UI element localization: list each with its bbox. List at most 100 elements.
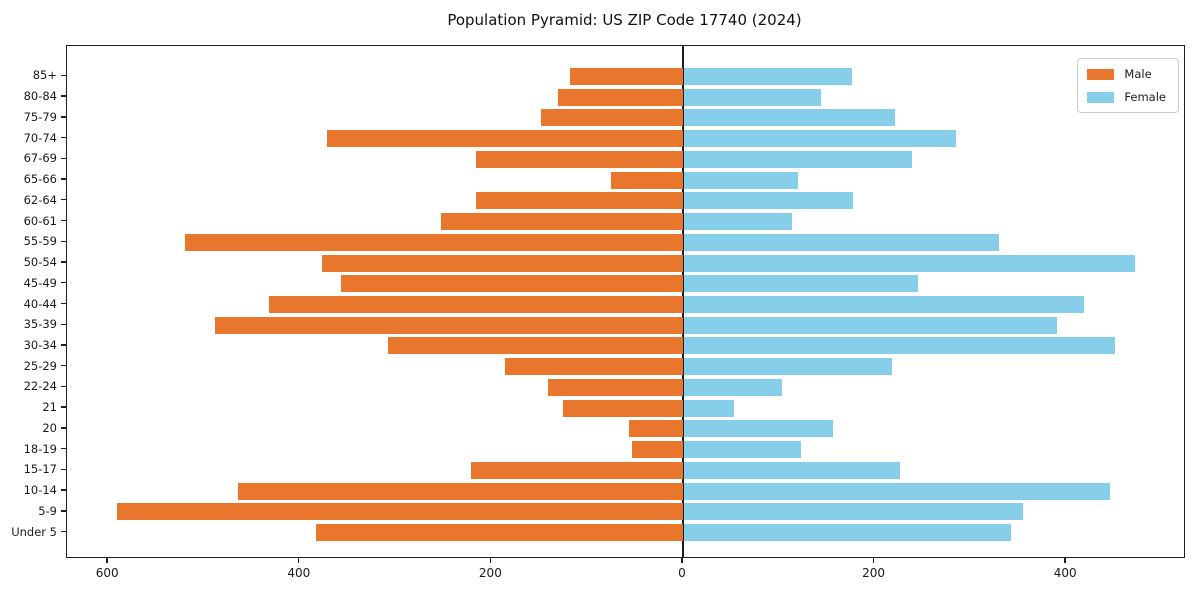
female-bar-45-49 <box>683 275 919 293</box>
female-bar-40-44 <box>683 296 1085 313</box>
female-bar-62-64 <box>683 192 854 210</box>
male-bar-35-39 <box>214 316 683 334</box>
male-bar-Under 5 <box>316 524 683 542</box>
y-tick-label: 65-66 <box>23 172 57 187</box>
x-axis-tick <box>106 558 108 563</box>
y-tick-label: 21 <box>42 400 57 415</box>
y-axis-tick <box>61 427 66 429</box>
legend-item-male: Male <box>1087 67 1166 81</box>
y-tick-label: 85+ <box>32 68 57 83</box>
y-axis-tick <box>61 385 66 388</box>
male-bar-60-61 <box>440 213 683 231</box>
y-tick-label: 20 <box>42 420 57 435</box>
female-bar-15-17 <box>683 461 901 479</box>
male-bar-30-34 <box>387 337 683 355</box>
female-bar-5-9 <box>683 503 1023 521</box>
female-bar-60-61 <box>683 213 792 231</box>
y-tick-label: 50-54 <box>23 255 57 270</box>
y-tick-label: 70-74 <box>23 130 57 145</box>
female-bar-55-59 <box>683 233 999 251</box>
female-bar-10-14 <box>683 482 1111 500</box>
male-bar-40-44 <box>269 296 683 313</box>
x-tick-label: 600 <box>95 566 119 580</box>
x-tick-label: 400 <box>287 566 311 580</box>
y-axis-tick <box>61 302 66 305</box>
female-bar-75-79 <box>683 109 896 127</box>
female-bar-50-54 <box>683 254 1135 272</box>
y-tick-label: 15-17 <box>23 462 57 477</box>
male-bar-5-9 <box>116 503 683 521</box>
y-tick-label: 10-14 <box>23 483 57 498</box>
y-tick-label: 55-59 <box>23 234 57 249</box>
male-bar-15-17 <box>471 461 683 479</box>
y-axis-tick <box>61 261 66 263</box>
y-axis-tick <box>61 468 66 471</box>
male-bar-55-59 <box>184 233 683 251</box>
y-tick-label: 40-44 <box>23 296 57 311</box>
y-axis-tick <box>61 344 66 346</box>
y-tick-label: Under 5 <box>11 524 57 539</box>
y-tick-label: 75-79 <box>23 109 57 124</box>
y-tick-label: 25-29 <box>23 358 57 373</box>
male-bar-50-54 <box>321 254 683 272</box>
chart-title: Population Pyramid: US ZIP Code 17740 (2… <box>447 11 802 29</box>
y-axis-tick <box>61 199 66 201</box>
female-bar-25-29 <box>683 358 892 376</box>
y-axis-tick <box>61 530 66 533</box>
female-bar-20 <box>683 420 834 438</box>
y-tick-label: 80-84 <box>23 89 57 104</box>
y-tick-label: 60-61 <box>23 213 57 228</box>
female-swatch-icon <box>1087 91 1115 103</box>
male-bar-20 <box>629 420 683 438</box>
female-bar-30-34 <box>683 337 1115 355</box>
female-bar-80-84 <box>683 88 821 106</box>
female-bar-67-69 <box>683 150 912 168</box>
y-axis-tick <box>61 447 66 450</box>
female-bar-21 <box>683 399 734 417</box>
male-bar-67-69 <box>476 150 683 168</box>
y-axis-tick <box>61 282 66 284</box>
male-bar-85+ <box>569 67 683 85</box>
zero-axis-line <box>682 46 684 557</box>
plot-area: Male Female <box>66 45 1185 558</box>
male-legend-label: Male <box>1124 67 1152 81</box>
y-tick-label: 22-24 <box>23 379 57 394</box>
male-bar-25-29 <box>504 358 683 376</box>
x-axis-tick <box>298 558 300 563</box>
male-bar-22-24 <box>547 378 683 396</box>
x-tick-label: 200 <box>862 566 886 580</box>
y-axis-tick <box>61 406 66 408</box>
y-axis-tick <box>61 116 66 118</box>
female-legend-label: Female <box>1124 90 1166 104</box>
female-bar-Under 5 <box>683 524 1012 542</box>
y-tick-label: 35-39 <box>23 317 57 332</box>
legend-item-female: Female <box>1087 90 1166 104</box>
female-bar-70-74 <box>683 130 956 148</box>
male-bar-65-66 <box>611 171 683 189</box>
y-axis-tick <box>61 95 66 97</box>
y-axis-tick <box>61 510 66 512</box>
y-axis-tick <box>61 157 66 160</box>
female-bar-85+ <box>683 67 853 85</box>
x-tick-label: 0 <box>678 566 686 580</box>
y-tick-label: 67-69 <box>23 151 57 166</box>
y-tick-label: 5-9 <box>38 503 57 518</box>
y-axis-tick <box>61 240 66 242</box>
x-axis-tick <box>489 558 492 563</box>
y-tick-label: 45-49 <box>23 275 57 290</box>
female-bar-35-39 <box>683 316 1058 334</box>
male-bar-75-79 <box>541 109 683 127</box>
female-bar-18-19 <box>683 441 801 459</box>
y-tick-label: 62-64 <box>23 192 57 207</box>
male-bar-21 <box>563 399 683 417</box>
male-bar-18-19 <box>632 441 683 459</box>
male-bar-70-74 <box>326 130 683 148</box>
x-axis-tick <box>1064 558 1066 563</box>
y-axis-tick <box>61 136 66 139</box>
y-tick-label: 30-34 <box>23 337 57 352</box>
female-bar-65-66 <box>683 171 798 189</box>
x-axis-tick <box>681 558 683 563</box>
legend: Male Female <box>1077 58 1179 113</box>
male-bar-62-64 <box>476 192 683 210</box>
